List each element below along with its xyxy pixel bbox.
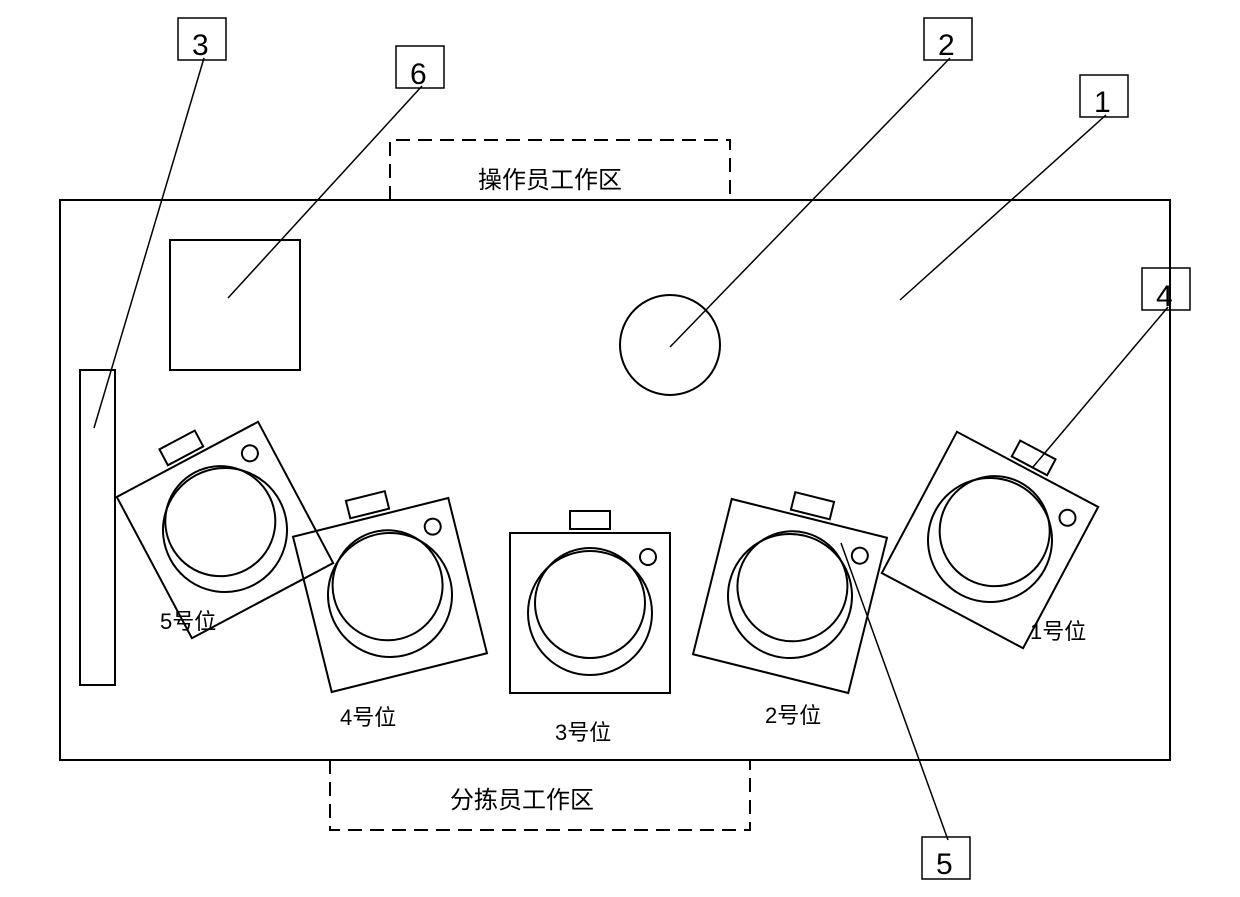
callout-label-3: 3 — [192, 29, 209, 63]
station-label-1: 1号位 — [1030, 614, 1086, 646]
diagram-container: 操作员工作区分拣员工作区 1号位 2号位 3号位 4号位 5号位 1 2 3 4 5 6 — [0, 0, 1240, 897]
station-label-5: 5号位 — [160, 604, 216, 636]
callout-line-5 — [841, 543, 948, 840]
station-label-4: 4号位 — [340, 700, 396, 732]
station-label-2: 2号位 — [765, 698, 821, 730]
station-2 — [693, 478, 892, 693]
callout-line-1 — [900, 115, 1106, 300]
callout-label-4: 4 — [1156, 280, 1173, 314]
callout-label-6: 6 — [410, 58, 427, 92]
bottom-zone-label: 分拣员工作区 — [450, 780, 594, 815]
callout-label-2: 2 — [938, 29, 955, 63]
callout-line-2 — [670, 58, 950, 347]
diagram-svg — [0, 0, 1240, 897]
callout-label-5: 5 — [936, 848, 953, 882]
station-1 — [882, 412, 1109, 648]
callout-line-4 — [1033, 307, 1168, 467]
top-zone-label: 操作员工作区 — [478, 160, 622, 195]
callout-line-3 — [94, 58, 204, 428]
station-4 — [288, 477, 487, 692]
worktable-square — [170, 240, 300, 370]
station-label-3: 3号位 — [555, 715, 611, 747]
callout-line-6 — [228, 86, 422, 298]
station-5 — [106, 402, 333, 638]
station-3 — [510, 511, 670, 693]
callout-label-1: 1 — [1094, 86, 1111, 120]
